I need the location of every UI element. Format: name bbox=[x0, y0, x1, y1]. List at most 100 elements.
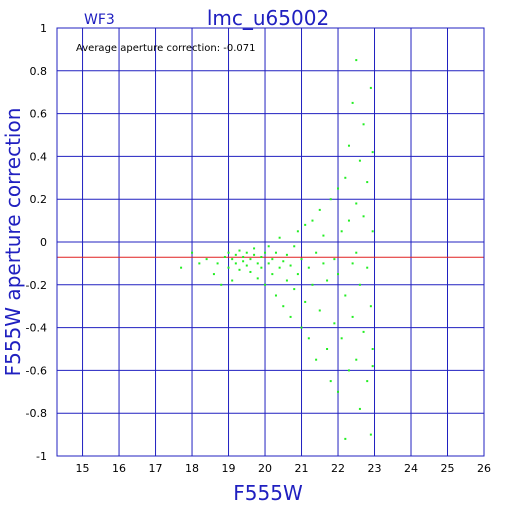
data-point bbox=[205, 258, 208, 261]
data-point bbox=[362, 330, 365, 333]
data-point bbox=[311, 219, 314, 222]
data-point bbox=[333, 322, 336, 325]
x-tick-label: 21 bbox=[295, 462, 309, 475]
data-point bbox=[344, 437, 347, 440]
data-point bbox=[231, 258, 234, 261]
plot-frame bbox=[56, 27, 485, 457]
data-point bbox=[347, 219, 350, 222]
y-axis-title: F555W aperture correction bbox=[1, 108, 25, 377]
y-tick-label: 1 bbox=[40, 22, 47, 35]
data-point bbox=[358, 407, 361, 410]
y-tick-label: -0.4 bbox=[26, 322, 47, 335]
x-tick-label: 19 bbox=[222, 462, 236, 475]
chart-subtitle: WF3 bbox=[84, 12, 115, 28]
data-point bbox=[245, 264, 248, 267]
data-point bbox=[238, 249, 241, 252]
data-point bbox=[260, 266, 263, 269]
data-point bbox=[337, 273, 340, 276]
data-point bbox=[278, 236, 281, 239]
data-point bbox=[278, 266, 281, 269]
data-points bbox=[180, 59, 374, 440]
data-point bbox=[366, 181, 369, 184]
data-point bbox=[355, 251, 358, 254]
data-point bbox=[220, 283, 223, 286]
x-tick-label: 17 bbox=[149, 462, 163, 475]
data-point bbox=[267, 245, 270, 248]
data-point bbox=[271, 273, 274, 276]
chart-title: lmc_u65002 bbox=[207, 6, 329, 30]
data-point bbox=[264, 283, 267, 286]
data-point bbox=[355, 59, 358, 62]
x-tick-label: 23 bbox=[368, 462, 382, 475]
data-point bbox=[285, 279, 288, 282]
data-point bbox=[337, 187, 340, 190]
data-point bbox=[366, 266, 369, 269]
data-point bbox=[198, 262, 201, 265]
data-point bbox=[293, 245, 296, 248]
data-point bbox=[256, 277, 259, 280]
y-tick-labels: 1 0.8 0.6 0.4 0.2 0 -0.2 -0.4 -0.6 -0.8 -1 bbox=[26, 22, 47, 463]
data-point bbox=[216, 262, 219, 265]
data-point bbox=[329, 198, 332, 201]
data-point bbox=[337, 390, 340, 393]
data-point bbox=[289, 264, 292, 267]
data-point bbox=[304, 300, 307, 303]
data-point bbox=[355, 358, 358, 361]
data-point bbox=[191, 251, 194, 254]
data-point bbox=[318, 309, 321, 312]
data-point bbox=[315, 251, 318, 254]
data-point bbox=[307, 266, 310, 269]
data-point bbox=[369, 86, 372, 89]
data-point bbox=[318, 208, 321, 211]
y-tick-label: 0.6 bbox=[30, 108, 48, 121]
x-tick-label: 15 bbox=[76, 462, 90, 475]
data-point bbox=[296, 230, 299, 233]
y-tick-label: -0.8 bbox=[26, 407, 47, 420]
data-point bbox=[293, 288, 296, 291]
data-point bbox=[304, 223, 307, 226]
x-tick-label: 18 bbox=[185, 462, 199, 475]
x-tick-label: 26 bbox=[477, 462, 491, 475]
y-tick-label: -0.6 bbox=[26, 364, 47, 377]
data-point bbox=[326, 279, 329, 282]
data-point bbox=[285, 253, 288, 256]
x-tick-label: 24 bbox=[404, 462, 418, 475]
data-point bbox=[358, 159, 361, 162]
x-tick-label: 22 bbox=[331, 462, 345, 475]
data-point bbox=[245, 251, 248, 254]
data-point bbox=[371, 348, 374, 350]
data-point bbox=[271, 258, 274, 261]
data-point bbox=[289, 315, 292, 318]
data-point bbox=[322, 262, 325, 265]
y-tick-label: 0.4 bbox=[30, 150, 48, 163]
data-point bbox=[231, 279, 234, 282]
data-point bbox=[371, 365, 374, 368]
data-point bbox=[282, 305, 285, 308]
data-point bbox=[249, 258, 252, 261]
data-point bbox=[315, 358, 318, 361]
data-point bbox=[238, 268, 241, 271]
data-point bbox=[242, 260, 245, 263]
x-tick-label: 16 bbox=[112, 462, 126, 475]
y-tick-label: 0 bbox=[40, 236, 47, 249]
data-point bbox=[366, 380, 369, 383]
data-point bbox=[300, 258, 303, 261]
data-point bbox=[274, 251, 277, 254]
data-point bbox=[347, 144, 350, 147]
x-tick-label: 25 bbox=[441, 462, 455, 475]
data-point bbox=[274, 294, 277, 297]
data-point bbox=[347, 369, 350, 372]
data-point bbox=[344, 176, 347, 179]
data-point bbox=[242, 255, 245, 258]
data-point bbox=[371, 151, 374, 154]
data-point bbox=[351, 315, 354, 318]
data-point bbox=[322, 234, 325, 237]
data-point bbox=[234, 262, 237, 265]
data-point bbox=[267, 262, 270, 265]
data-point bbox=[371, 230, 374, 233]
y-tick-label: 0.8 bbox=[30, 65, 48, 78]
data-point bbox=[234, 253, 237, 256]
data-point bbox=[227, 266, 230, 269]
x-tick-labels: 15 16 17 18 19 20 21 22 23 24 25 26 bbox=[76, 462, 491, 475]
